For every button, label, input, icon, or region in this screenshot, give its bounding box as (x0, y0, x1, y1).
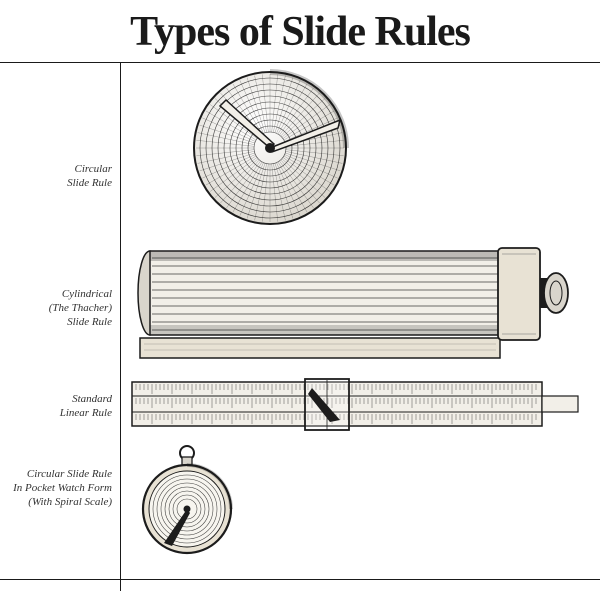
page-title: Types of Slide Rules (0, 0, 600, 62)
illus-pocket (140, 443, 235, 558)
label-circular: Circular Slide Rule (2, 163, 112, 191)
label-line: Cylindrical (2, 288, 112, 302)
circular-slide-rule-icon (190, 68, 350, 228)
illus-circular (190, 68, 350, 228)
label-cylindrical: Cylindrical (The Thacher) Slide Rule (2, 288, 112, 329)
label-line: In Pocket Watch Form (2, 482, 112, 496)
label-line: Circular Slide Rule (2, 468, 112, 482)
label-line: Circular (2, 163, 112, 177)
label-linear: Standard Linear Rule (2, 393, 112, 421)
label-line: Slide Rule (2, 316, 112, 330)
label-line: Slide Rule (2, 177, 112, 191)
label-pocket: Circular Slide Rule In Pocket Watch Form… (2, 468, 112, 509)
bottom-rule (0, 579, 600, 580)
content-area: Circular Slide Rule Cylindrical (The Tha… (0, 63, 600, 591)
label-line: Linear Rule (2, 407, 112, 421)
label-line: Standard (2, 393, 112, 407)
label-line: (With Spiral Scale) (2, 496, 112, 510)
label-line: (The Thacher) (2, 302, 112, 316)
cylindrical-slide-rule-icon (130, 238, 570, 368)
illus-linear (130, 378, 580, 433)
linear-slide-rule-icon (130, 378, 580, 433)
labels-column: Circular Slide Rule Cylindrical (The Tha… (0, 63, 120, 591)
illus-cylindrical (130, 238, 570, 368)
pocket-watch-slide-rule-icon (140, 443, 235, 558)
illustrations-column (120, 63, 600, 591)
